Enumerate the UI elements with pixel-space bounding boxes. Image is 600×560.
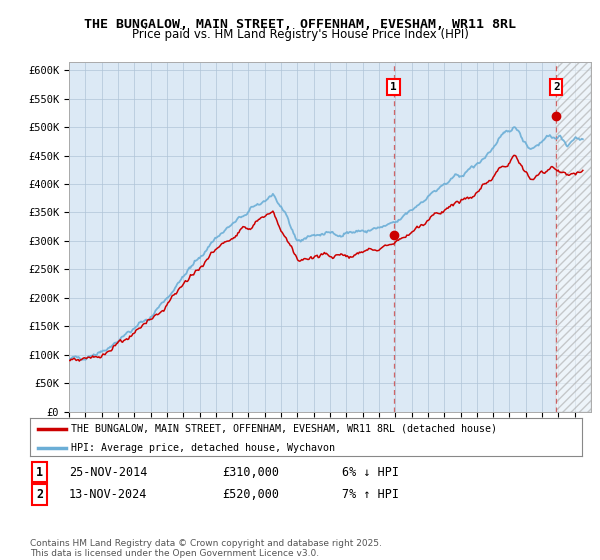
Text: THE BUNGALOW, MAIN STREET, OFFENHAM, EVESHAM, WR11 8RL: THE BUNGALOW, MAIN STREET, OFFENHAM, EVE… <box>84 18 516 31</box>
Text: 1: 1 <box>36 465 43 479</box>
Text: Contains HM Land Registry data © Crown copyright and database right 2025.
This d: Contains HM Land Registry data © Crown c… <box>30 539 382 558</box>
Text: Price paid vs. HM Land Registry's House Price Index (HPI): Price paid vs. HM Land Registry's House … <box>131 28 469 41</box>
Text: THE BUNGALOW, MAIN STREET, OFFENHAM, EVESHAM, WR11 8RL (detached house): THE BUNGALOW, MAIN STREET, OFFENHAM, EVE… <box>71 423 497 433</box>
Text: HPI: Average price, detached house, Wychavon: HPI: Average price, detached house, Wych… <box>71 443 335 453</box>
Text: 7% ↑ HPI: 7% ↑ HPI <box>342 488 399 501</box>
Text: 6% ↓ HPI: 6% ↓ HPI <box>342 465 399 479</box>
Text: 1: 1 <box>390 82 397 92</box>
Text: £310,000: £310,000 <box>222 465 279 479</box>
Bar <box>556 62 591 412</box>
Text: £520,000: £520,000 <box>222 488 279 501</box>
Text: 25-NOV-2014: 25-NOV-2014 <box>69 465 148 479</box>
Text: 13-NOV-2024: 13-NOV-2024 <box>69 488 148 501</box>
Bar <box>556 62 591 412</box>
Text: 2: 2 <box>553 82 560 92</box>
Text: 2: 2 <box>36 488 43 501</box>
